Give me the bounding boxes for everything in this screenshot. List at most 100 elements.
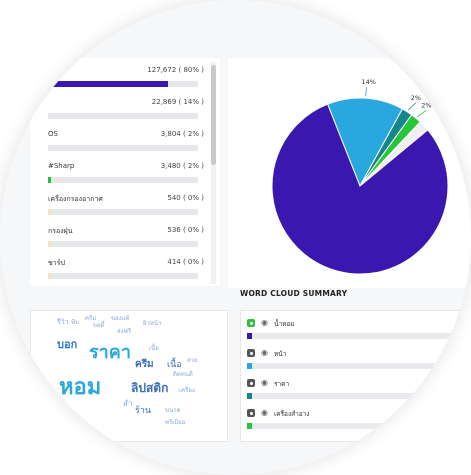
summary-checkbox[interactable] (247, 409, 255, 417)
summary-item: ◉ ราคา (247, 375, 471, 405)
list-item[interactable]: 127,672 ( 80% ) (46, 66, 224, 94)
checkbox-dot (249, 351, 253, 355)
cloud-word[interactable]: ทีม (71, 319, 79, 326)
cloud-word[interactable]: พรีเมียม (165, 419, 186, 426)
word-cloud-panel: ครีม ของแท้ รีวิว ทีม บอดี้ ผิวหน้า ส่งฟ… (30, 310, 228, 442)
list-item-fill (48, 273, 51, 279)
summary-item: ◉ น้ำหอม (247, 315, 471, 345)
cloud-word[interactable]: ส่งฟรี (117, 328, 132, 335)
list-scrollbar-thumb[interactable] (211, 65, 216, 165)
list-item-label: OS (48, 130, 58, 138)
cloud-word[interactable]: บอดี้ (93, 322, 105, 329)
cloud-word[interactable]: ขนาด (165, 407, 181, 414)
pie-chart: 14% 2%2% (271, 78, 449, 275)
word-summary-panel: ◉ น้ำหอม ◉ หน้า ◉ ราคา ◉ เครื่องสำอาง (240, 310, 471, 442)
pie-slice-label: 2% (411, 94, 421, 102)
summary-item-bar (247, 393, 471, 399)
list-item-bar (48, 241, 198, 247)
pie-slice[interactable] (271, 103, 449, 275)
summary-item-label: หน้า (274, 350, 287, 358)
cloud-word[interactable]: เครื่อง (179, 387, 195, 394)
list-item[interactable]: 22,869 ( 14% ) (46, 98, 224, 126)
list-item-bar (48, 113, 198, 119)
cloud-word[interactable]: ครีม (135, 359, 154, 370)
list-item[interactable]: #Sharp 3,480 ( 2% ) (46, 162, 224, 190)
cloud-word[interactable]: ลิปสติก (131, 381, 169, 395)
summary-swatch (247, 423, 252, 429)
summary-item-label: ราคา (274, 380, 290, 388)
list-item-bar (48, 177, 198, 183)
cloud-word[interactable]: ร้าน (135, 406, 152, 416)
list-item-bar (48, 273, 198, 279)
list-item[interactable]: OS 3,804 ( 2% ) (46, 130, 224, 158)
list-item-label: กรองฝุ่น (48, 227, 73, 235)
list-item-fill (48, 81, 168, 87)
summary-swatch (247, 393, 252, 399)
summary-checkbox[interactable] (247, 319, 255, 327)
list-item[interactable]: ชาร์ป 414 ( 0% ) (46, 258, 224, 286)
summary-item-label: เครื่องสำอาง (274, 410, 310, 418)
list-item-fill (48, 145, 51, 151)
eye-icon[interactable]: ◉ (261, 318, 268, 327)
summary-item: ◉ เครื่องสำอาง (247, 405, 471, 435)
summary-checkbox[interactable] (247, 349, 255, 357)
list-item-label: เครื่องกรองอากาศ (48, 195, 103, 203)
list-item-bar (48, 145, 198, 151)
summary-item-bar (247, 333, 471, 339)
checkbox-dot (249, 381, 253, 385)
summary-item-label: น้ำหอม (274, 320, 295, 328)
list-item-value: 3,804 ( 2% ) (160, 130, 204, 138)
summary-swatch (247, 363, 252, 369)
cloud-word[interactable]: สำ (123, 399, 133, 408)
list-item-value: 3,480 ( 2% ) (160, 162, 204, 170)
list-item[interactable]: เครื่องกรองอากาศ 540 ( 0% ) (46, 194, 224, 222)
pie-chart-panel: 14% 2% 2% (228, 58, 471, 288)
checkbox-dot (249, 411, 253, 415)
list-item-fill (48, 113, 69, 119)
checkbox-dot (249, 321, 253, 325)
pie-slice-label: 14% (362, 78, 376, 86)
cloud-word[interactable]: ผิวหน้า (143, 320, 162, 327)
summary-checkbox[interactable] (247, 379, 255, 387)
cloud-word[interactable]: รีวิว (57, 318, 69, 326)
list-item-fill (48, 241, 51, 247)
summary-item-bar (247, 363, 471, 369)
cloud-word[interactable]: บอก (57, 338, 78, 351)
list-item-bar (48, 81, 198, 87)
pie-slice-label: 2% (421, 101, 431, 109)
list-item-fill (48, 177, 51, 183)
list-item-label: #Sharp (48, 162, 75, 170)
cloud-word[interactable]: สวย (187, 357, 198, 364)
list-item[interactable]: กรองฝุ่น 536 ( 0% ) (46, 226, 224, 254)
list-item-value: 536 ( 0% ) (167, 226, 204, 234)
pie-slice[interactable] (326, 97, 404, 188)
list-item-value: 414 ( 0% ) (167, 258, 204, 266)
summary-item: ◉ หน้า (247, 345, 471, 375)
list-item-label: ชาร์ป (48, 259, 65, 267)
list-item-value: 22,869 ( 14% ) (151, 98, 204, 106)
eye-icon[interactable]: ◉ (261, 378, 268, 387)
summary-item-bar (247, 423, 471, 429)
list-item-fill (48, 209, 51, 215)
eye-icon[interactable]: ◉ (261, 408, 268, 417)
keyword-list-panel: 127,672 ( 80% ) 22,869 ( 14% ) OS 3,804 … (30, 58, 220, 286)
cloud-word[interactable]: หอม (59, 375, 102, 400)
section-title: WORD CLOUD SUMMARY (240, 289, 348, 298)
pie-leader-line (365, 87, 367, 97)
cloud-word[interactable]: เนื้อ (149, 345, 159, 352)
cloud-word[interactable]: ของแท้ (111, 315, 130, 322)
pie-leader-line (417, 110, 427, 117)
eye-icon[interactable]: ◉ (261, 348, 268, 357)
cloud-word[interactable]: ราคา (89, 342, 131, 363)
list-item-bar (48, 209, 198, 215)
list-item-value: 127,672 ( 80% ) (147, 66, 204, 74)
list-scrollbar-track[interactable] (211, 62, 216, 284)
cloud-word[interactable]: ติดทนดี (173, 371, 193, 378)
pie-leader-line (407, 102, 417, 111)
summary-swatch (247, 333, 252, 339)
cloud-word[interactable]: ครีม (85, 315, 97, 322)
cloud-word[interactable]: เนื้อ (167, 360, 182, 370)
list-item-value: 540 ( 0% ) (167, 194, 204, 202)
